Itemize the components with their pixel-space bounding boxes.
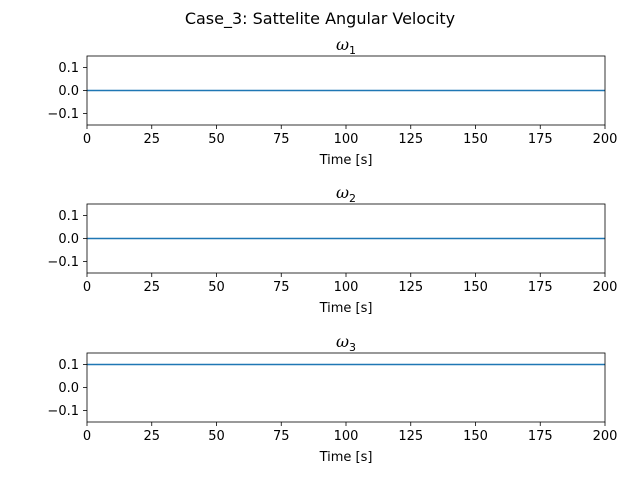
subplot-1-title-symbol: ω	[336, 35, 349, 54]
subplot-2-x-tick-label: 125	[398, 280, 423, 295]
subplot-3-axes-frame	[86, 352, 606, 423]
subplot-2-x-tick-label: 175	[528, 280, 553, 295]
subplot-3-y-tick-label: 0.1	[58, 358, 79, 373]
subplot-3-y-tick-label: −0.1	[47, 404, 79, 419]
figure-title: Case_3: Sattelite Angular Velocity	[185, 9, 455, 29]
subplot-1-y-tick-label: −0.1	[47, 107, 79, 122]
subplot-2-x-tick-label: 200	[593, 280, 618, 295]
subplot-1-title: ω1	[336, 35, 356, 57]
subplot-2-title-symbol: ω	[336, 183, 349, 202]
subplot-2-y-tick-label: −0.1	[47, 255, 79, 270]
subplot-1-x-tick-label: 25	[143, 132, 160, 147]
subplot-3-title: ω3	[336, 332, 356, 354]
subplot-2-x-tick-label: 150	[463, 280, 488, 295]
subplot-3-x-tick-label: 200	[593, 429, 618, 444]
subplot-2-title-subscript: 2	[349, 192, 356, 205]
subplot-3-x-tick-label: 0	[83, 429, 91, 444]
subplot-3-x-tick-label: 75	[273, 429, 290, 444]
subplot-3-x-tick-label: 50	[208, 429, 225, 444]
subplot-1-x-tick-label: 0	[83, 132, 91, 147]
subplot-2-x-tick-label: 100	[334, 280, 359, 295]
subplot-3-x-tick-label: 100	[334, 429, 359, 444]
subplot-2-x-tick-label: 0	[83, 280, 91, 295]
subplot-3-title-symbol: ω	[336, 332, 349, 351]
subplot-3-x-tick-label: 125	[398, 429, 423, 444]
subplot-1-x-tick-label: 175	[528, 132, 553, 147]
subplot-1-x-tick-label: 200	[593, 132, 618, 147]
subplot-1-y-tick-label: 0.0	[58, 84, 79, 99]
subplot-2-x-axis-label: Time [s]	[319, 301, 373, 316]
subplot-1-x-tick-label: 100	[334, 132, 359, 147]
subplot-1-x-tick-label: 125	[398, 132, 423, 147]
subplot-2-x-tick-label: 50	[208, 280, 225, 295]
subplot-3-x-axis-label: Time [s]	[319, 450, 373, 465]
subplot-3-x-tick-label: 150	[463, 429, 488, 444]
subplot-1-y-tick-label: 0.1	[58, 61, 79, 76]
subplot-2-y-tick-label: 0.1	[58, 209, 79, 224]
subplot-2-x-tick-label: 75	[273, 280, 290, 295]
subplot-2-x-tick-label: 25	[143, 280, 160, 295]
subplot-3-y-tick-label: 0.0	[58, 381, 79, 396]
subplot-1-x-axis-label: Time [s]	[319, 153, 373, 168]
subplot-3-x-tick-label: 25	[143, 429, 160, 444]
subplot-3-title-subscript: 3	[349, 341, 356, 354]
subplot-1-title-subscript: 1	[349, 44, 356, 57]
subplot-1-x-tick-label: 150	[463, 132, 488, 147]
subplot-2-title: ω2	[336, 183, 356, 205]
subplot-2-y-tick-label: 0.0	[58, 232, 79, 247]
subplot-1-x-tick-label: 75	[273, 132, 290, 147]
subplot-1-x-tick-label: 50	[208, 132, 225, 147]
subplot-3-x-tick-label: 175	[528, 429, 553, 444]
